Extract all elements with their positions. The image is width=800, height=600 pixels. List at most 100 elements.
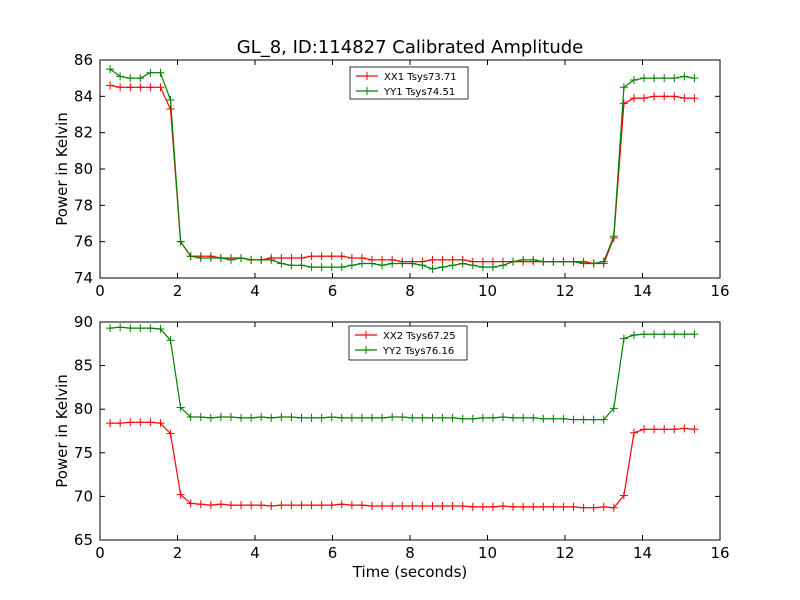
data-point — [106, 65, 115, 74]
data-point — [619, 491, 628, 500]
x-tick-label: 2 — [173, 282, 183, 300]
data-point — [347, 261, 356, 270]
x-tick-label: 10 — [478, 282, 497, 300]
data-point — [609, 503, 618, 512]
data-point — [438, 263, 447, 272]
data-point — [408, 259, 417, 268]
data-point — [499, 501, 507, 510]
x-tick-label: 10 — [478, 544, 497, 562]
y-axis-label: Power in Kelvin — [53, 374, 71, 488]
data-point — [448, 413, 457, 422]
data-point — [116, 419, 125, 428]
data-point — [388, 501, 397, 510]
data-point — [216, 413, 225, 422]
data-point — [670, 92, 679, 101]
data-point — [428, 413, 437, 422]
data-point — [247, 413, 256, 422]
data-point — [146, 324, 155, 333]
data-point — [267, 501, 276, 510]
data-point — [569, 415, 578, 424]
data-point — [166, 336, 175, 345]
data-point — [337, 413, 346, 422]
data-point — [166, 95, 175, 104]
data-point — [468, 502, 477, 511]
data-point — [327, 252, 336, 261]
data-point — [347, 501, 356, 510]
y-axis-label: Power in Kelvin — [53, 112, 71, 226]
data-point — [378, 501, 387, 510]
y-tick-label: 90 — [74, 313, 93, 331]
data-point — [126, 83, 135, 92]
data-point — [166, 429, 175, 438]
data-point — [106, 324, 115, 333]
data-point — [640, 74, 649, 83]
data-point — [237, 501, 246, 510]
legend-label: XX1 Tsys73.71 — [384, 72, 457, 83]
legend-box — [348, 325, 468, 361]
legend-marker — [362, 331, 370, 339]
data-point — [307, 501, 316, 510]
data-point — [317, 252, 326, 261]
data-point — [106, 419, 115, 428]
data-point — [146, 83, 155, 92]
data-point — [629, 428, 638, 437]
data-point — [247, 501, 256, 510]
y-tick-label: 84 — [74, 87, 93, 105]
data-point — [176, 490, 185, 499]
data-point — [368, 501, 377, 510]
data-point — [307, 413, 316, 422]
data-point — [509, 502, 518, 511]
data-point — [146, 68, 155, 77]
data-point — [499, 413, 507, 422]
x-tick-label: 6 — [328, 282, 338, 300]
data-point — [388, 259, 397, 268]
data-point — [257, 255, 266, 264]
data-point — [297, 261, 306, 270]
data-point — [660, 92, 669, 101]
data-point — [569, 502, 578, 511]
data-point — [106, 81, 115, 90]
data-point — [589, 503, 598, 512]
data-point — [126, 324, 135, 333]
legend-marker — [362, 346, 370, 354]
data-point — [650, 92, 659, 101]
data-point — [216, 500, 225, 509]
legend-label: YY1 Tsys74.51 — [383, 87, 455, 98]
data-point — [589, 259, 598, 268]
data-point — [529, 413, 538, 422]
data-point — [156, 324, 165, 333]
data-point — [257, 501, 266, 510]
data-point — [226, 413, 235, 422]
x-tick-label: 0 — [95, 544, 105, 562]
data-point — [519, 413, 528, 422]
data-point — [388, 413, 397, 422]
series-line-1 — [109, 84, 695, 265]
data-point — [559, 502, 568, 511]
data-point — [186, 252, 195, 261]
data-point — [327, 263, 336, 272]
data-point — [116, 323, 125, 332]
data-point — [448, 261, 457, 270]
x-tick-label: 16 — [710, 544, 729, 562]
data-point — [519, 502, 528, 511]
data-point — [619, 334, 628, 343]
data-point — [690, 330, 699, 339]
data-point — [438, 413, 447, 422]
data-point — [337, 252, 346, 261]
data-point — [609, 404, 618, 413]
data-point — [428, 501, 437, 510]
data-point — [619, 83, 628, 92]
data-point — [438, 255, 447, 264]
data-point — [287, 261, 296, 270]
data-point — [670, 74, 679, 83]
data-point — [458, 414, 467, 423]
legend-box — [349, 66, 469, 100]
figure-title: GL_8, ID:114827 Calibrated Amplitude — [237, 37, 584, 58]
data-point — [267, 255, 276, 264]
data-point — [337, 263, 346, 272]
data-point — [146, 418, 155, 427]
data-point — [136, 324, 145, 333]
x-tick-label: 8 — [405, 544, 415, 562]
data-point — [357, 413, 366, 422]
data-point — [176, 237, 185, 246]
